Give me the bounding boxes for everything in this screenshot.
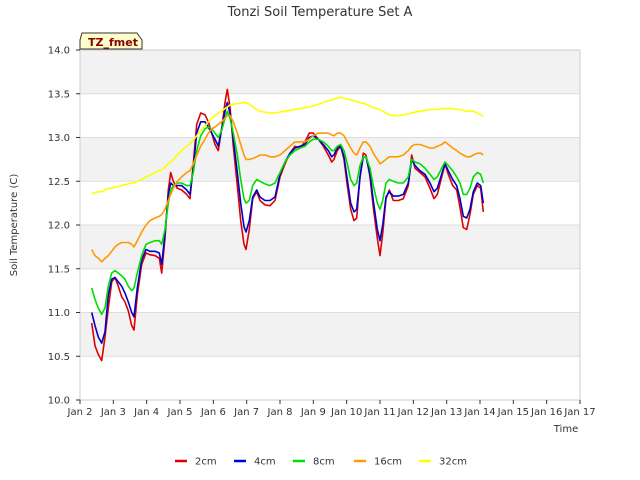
x-tick-label: Jan 7: [233, 407, 259, 418]
legend-label-4cm: 4cm: [254, 457, 276, 468]
x-tick-label: Jan 10: [330, 407, 362, 418]
y-tick-label: 10.0: [48, 396, 70, 407]
plot-band: [80, 312, 580, 357]
x-tick-label: Jan 8: [267, 407, 293, 418]
x-tick-label: Jan 2: [67, 407, 93, 418]
y-tick-label: 10.5: [48, 352, 70, 363]
x-tick-label: Jan 15: [497, 407, 529, 418]
x-axis-label: Time: [553, 424, 578, 435]
x-tick-label: Jan 11: [363, 407, 395, 418]
legend-label-32cm: 32cm: [439, 457, 467, 468]
series-line-8cm: [90, 110, 485, 315]
legend-label-8cm: 8cm: [313, 457, 335, 468]
x-tick-label: Jan 14: [463, 407, 495, 418]
plot-band: [80, 225, 580, 269]
y-tick-label: 12.0: [48, 221, 70, 232]
x-axis-ticks: Jan 2 Jan 3 Jan 4 Jan 5 Jan 6 Jan 7 Jan 8 Jan 9…: [67, 400, 596, 418]
y-axis-ticks: 10.0 10.5 11.0 11.5 12.0 12.5 13.0 13.5 14.0: [48, 46, 80, 407]
x-tick-label: Jan 16: [530, 407, 562, 418]
plot-background: [80, 50, 580, 400]
y-axis-label: Soil Temperature (C): [9, 174, 20, 277]
series-line-32cm: [91, 96, 484, 195]
plot-band: [80, 268, 580, 313]
y-tick-label: 14.0: [48, 46, 70, 57]
chart-title: Tonzi Soil Temperature Set A: [227, 5, 413, 20]
x-tick-label: Jan 9: [300, 407, 326, 418]
plot-band: [80, 356, 580, 400]
plot-band: [80, 50, 580, 94]
tz-fmet-badge: TZ_fmet: [79, 32, 143, 50]
series-lines: [90, 88, 485, 362]
x-tick-label: Jan 12: [397, 407, 429, 418]
x-tick-label: Jan 3: [100, 407, 126, 418]
y-tick-label: 11.5: [48, 264, 70, 275]
y-tick-label: 12.5: [48, 177, 70, 188]
legend-label-2cm: 2cm: [195, 457, 217, 468]
series-line-16cm: [90, 114, 484, 263]
plot-band: [80, 181, 580, 225]
badge-frame: [79, 32, 143, 50]
x-tick-label: Jan 17: [563, 407, 595, 418]
x-tick-label: Jan 4: [133, 407, 159, 418]
y-tick-label: 11.0: [48, 308, 70, 319]
x-tick-label: Jan 13: [430, 407, 462, 418]
y-tick-label: 13.0: [48, 133, 70, 144]
x-tick-label: Jan 6: [200, 407, 226, 418]
y-tick-label: 13.5: [48, 89, 70, 100]
legend: 2cm 4cm 8cm 16cm 32cm: [175, 457, 467, 468]
legend-label-16cm: 16cm: [374, 457, 402, 468]
x-tick-label: Jan 5: [167, 407, 193, 418]
badge-label: TZ_fmet: [88, 36, 138, 49]
